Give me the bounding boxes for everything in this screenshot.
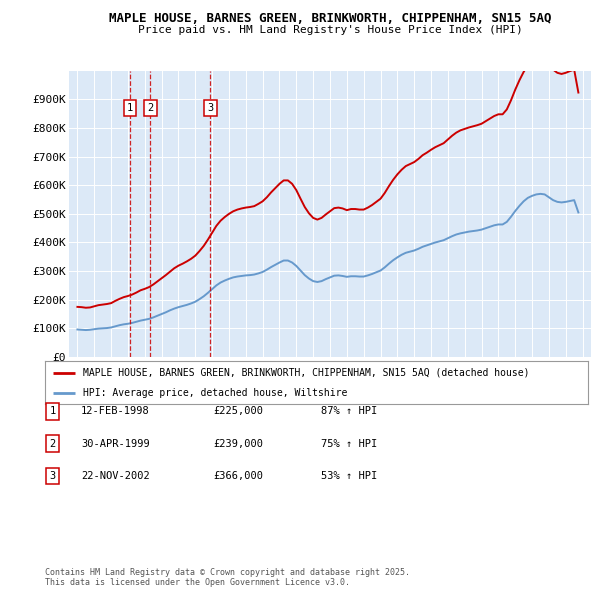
- Text: HPI: Average price, detached house, Wiltshire: HPI: Average price, detached house, Wilt…: [83, 388, 347, 398]
- Text: £366,000: £366,000: [213, 471, 263, 481]
- Text: 75% ↑ HPI: 75% ↑ HPI: [321, 439, 377, 448]
- Text: £239,000: £239,000: [213, 439, 263, 448]
- Text: 1: 1: [127, 103, 133, 113]
- Text: Contains HM Land Registry data © Crown copyright and database right 2025.
This d: Contains HM Land Registry data © Crown c…: [45, 568, 410, 587]
- Text: Price paid vs. HM Land Registry's House Price Index (HPI): Price paid vs. HM Land Registry's House …: [137, 25, 523, 35]
- Text: 12-FEB-1998: 12-FEB-1998: [81, 407, 150, 416]
- Text: MAPLE HOUSE, BARNES GREEN, BRINKWORTH, CHIPPENHAM, SN15 5AQ: MAPLE HOUSE, BARNES GREEN, BRINKWORTH, C…: [109, 12, 551, 25]
- Text: 3: 3: [207, 103, 214, 113]
- Text: 53% ↑ HPI: 53% ↑ HPI: [321, 471, 377, 481]
- Text: 2: 2: [50, 439, 56, 448]
- Text: 2: 2: [147, 103, 154, 113]
- Text: 1: 1: [50, 407, 56, 416]
- Text: 30-APR-1999: 30-APR-1999: [81, 439, 150, 448]
- Text: £225,000: £225,000: [213, 407, 263, 416]
- Text: MAPLE HOUSE, BARNES GREEN, BRINKWORTH, CHIPPENHAM, SN15 5AQ (detached house): MAPLE HOUSE, BARNES GREEN, BRINKWORTH, C…: [83, 368, 530, 378]
- Text: 87% ↑ HPI: 87% ↑ HPI: [321, 407, 377, 416]
- Text: 22-NOV-2002: 22-NOV-2002: [81, 471, 150, 481]
- Text: 3: 3: [50, 471, 56, 481]
